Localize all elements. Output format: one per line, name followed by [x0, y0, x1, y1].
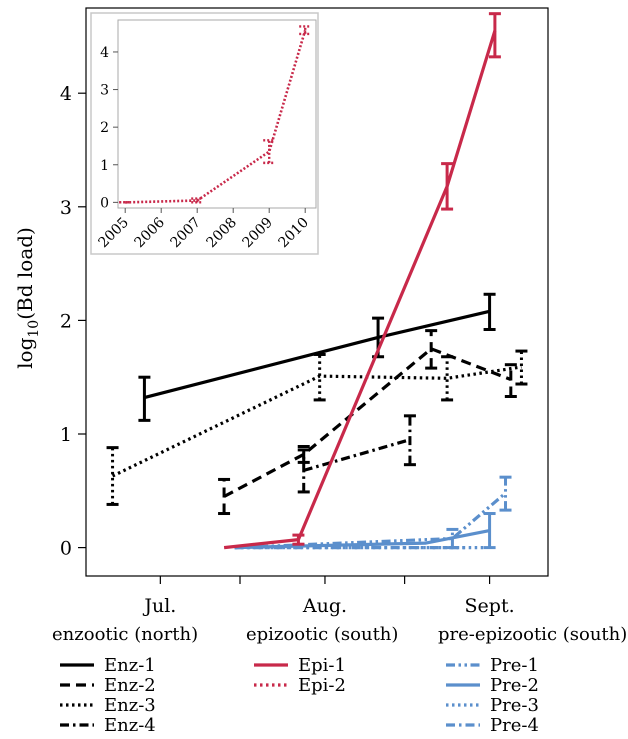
legend-label-enz-3: Enz-3 [104, 695, 156, 716]
legend-label-enz-1: Enz-1 [104, 655, 156, 676]
main-x-tick-label: Jul. [142, 595, 176, 617]
main-series-layer [106, 12, 528, 550]
inset-y-tick-label: 4 [100, 45, 109, 61]
main-y-tick-label: 3 [60, 197, 72, 219]
main-y-axis: 0 1 2 3 4 [60, 83, 86, 560]
series-line-enz-4 [303, 438, 411, 472]
series-line-inset-epi-2 [125, 29, 307, 204]
legend-label-pre-2: Pre-2 [490, 675, 539, 696]
series-line-pre-1 [234, 491, 507, 550]
inset-series-layer [119, 25, 312, 204]
main-chart: 0 1 2 3 4 Jul. Aug. Sept. log10(Bd load) [13, 7, 549, 617]
inset-y-tick-label: 1 [100, 158, 109, 174]
series-line-enz-2 [223, 347, 512, 498]
main-y-axis-label: log10(Bd load) [13, 227, 42, 369]
series-line-epi-1 [223, 30, 497, 550]
main-plot-frame [85, 7, 549, 577]
legend-label-epi-1: Epi-1 [298, 655, 346, 676]
main-x-axis: Jul. Aug. Sept. [142, 576, 515, 617]
inset-plot-frame [117, 19, 317, 209]
legend-label-epi-2: Epi-2 [298, 675, 346, 696]
legend-group-title: epizootic (south) [246, 624, 398, 645]
inset-y-tick-label: 0 [100, 195, 109, 211]
main-y-tick-label: 2 [60, 310, 72, 332]
main-x-tick-label: Sept. [465, 595, 515, 617]
inset-y-tick-label: 3 [100, 83, 109, 99]
legend-label-pre-3: Pre-3 [490, 695, 539, 716]
series-line-enz-3 [111, 365, 522, 478]
main-y-tick-label: 4 [60, 83, 72, 105]
legend-label-pre-1: Pre-1 [490, 655, 539, 676]
main-y-tick-label: 1 [60, 424, 72, 446]
main-x-tick-label: Aug. [302, 595, 347, 617]
main-y-tick-label: 0 [60, 538, 72, 560]
inset-y-tick-label: 2 [100, 120, 109, 136]
legend-group-title: pre-epizootic (south) [438, 624, 627, 645]
legend-label-enz-2: Enz-2 [104, 675, 156, 696]
legend-group-title: enzootic (north) [52, 624, 198, 645]
legend-label-enz-4: Enz-4 [104, 715, 156, 735]
inset-y-axis: 0 1 2 3 4 [100, 45, 118, 211]
legend-label-pre-4: Pre-4 [490, 715, 539, 735]
